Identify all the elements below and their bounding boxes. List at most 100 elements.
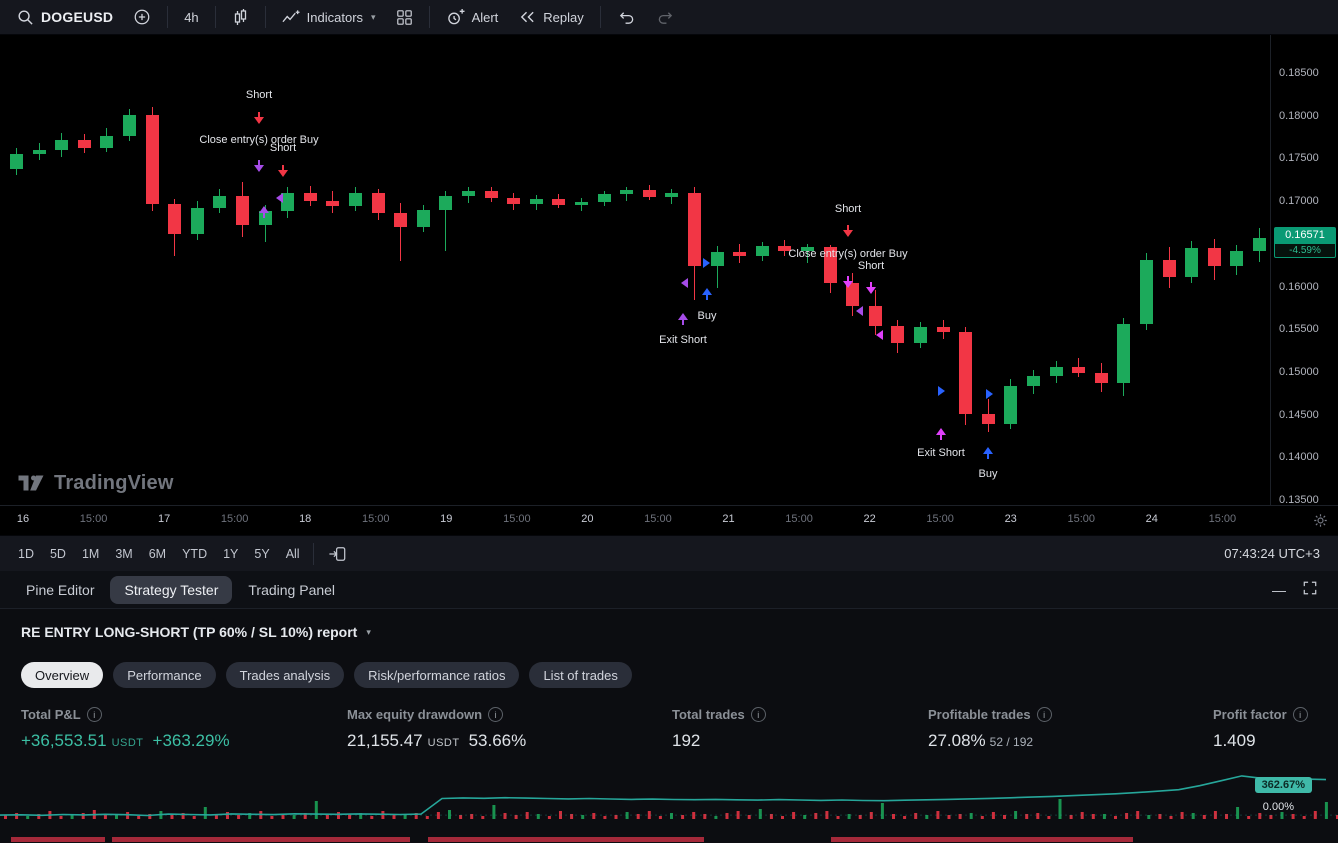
divider bbox=[167, 6, 168, 28]
trade-arrow-up-icon bbox=[678, 312, 688, 325]
range-button-5d[interactable]: 5D bbox=[42, 542, 74, 566]
time-axis-label: 24 bbox=[1146, 513, 1158, 525]
undo-icon bbox=[617, 9, 636, 26]
indicators-button[interactable]: Indicators ▾ bbox=[273, 4, 385, 30]
time-axis-label: 15:00 bbox=[1067, 513, 1095, 525]
trade-arrow-up-icon bbox=[259, 205, 269, 218]
undo-button[interactable] bbox=[608, 4, 645, 31]
time-axis-label: 16 bbox=[17, 513, 29, 525]
symbol-search-button[interactable]: DOGEUSD bbox=[8, 4, 122, 31]
trade-arrow-down-icon bbox=[866, 282, 876, 295]
metric-max-equity-drawdown: Max equity drawdowni21,155.47USDT53.66% bbox=[347, 707, 672, 765]
candle bbox=[959, 332, 972, 414]
candle bbox=[236, 196, 249, 225]
layout-grid-button[interactable] bbox=[387, 4, 422, 31]
symbol-name: DOGEUSD bbox=[41, 9, 113, 25]
candle bbox=[869, 306, 882, 326]
replay-icon bbox=[518, 9, 536, 25]
replay-button[interactable]: Replay bbox=[509, 4, 592, 30]
info-icon[interactable]: i bbox=[1037, 707, 1052, 722]
time-axis-label: 15:00 bbox=[785, 513, 813, 525]
info-icon[interactable]: i bbox=[751, 707, 766, 722]
metric-unit: USDT bbox=[112, 737, 144, 749]
candlestick-plot[interactable]: ShortClose entry(s) order BuyShortBuyExi… bbox=[0, 35, 1270, 505]
maximize-panel-button[interactable] bbox=[1294, 576, 1326, 603]
candle bbox=[552, 199, 565, 204]
candle bbox=[756, 246, 769, 256]
report-title: RE ENTRY LONG-SHORT (TP 60% / SL 10%) re… bbox=[21, 624, 357, 640]
range-button-1m[interactable]: 1M bbox=[74, 542, 107, 566]
subtab-trades-analysis[interactable]: Trades analysis bbox=[226, 662, 345, 688]
metric-unit: USDT bbox=[428, 737, 460, 749]
price-axis-label: 0.18000 bbox=[1279, 110, 1319, 122]
range-button-6m[interactable]: 6M bbox=[141, 542, 174, 566]
tab-pine-editor[interactable]: Pine Editor bbox=[12, 576, 108, 604]
candle bbox=[914, 327, 927, 342]
tab-trading-panel[interactable]: Trading Panel bbox=[234, 576, 349, 604]
candle bbox=[485, 191, 498, 198]
tab-strategy-tester[interactable]: Strategy Tester bbox=[110, 576, 232, 604]
candle bbox=[1072, 367, 1085, 373]
time-axis-label: 15:00 bbox=[362, 513, 390, 525]
metric-label: Total P&L bbox=[21, 707, 81, 722]
range-button-1d[interactable]: 1D bbox=[10, 542, 42, 566]
alert-clock-icon bbox=[446, 8, 465, 26]
add-symbol-button[interactable] bbox=[124, 3, 160, 31]
range-button-1y[interactable]: 1Y bbox=[215, 542, 246, 566]
range-button-3m[interactable]: 3M bbox=[107, 542, 140, 566]
time-axis-label: 21 bbox=[722, 513, 734, 525]
clock[interactable]: 07:43:24 UTC+3 bbox=[1224, 546, 1320, 561]
candles-icon bbox=[232, 8, 249, 26]
redo-button[interactable] bbox=[647, 4, 684, 31]
panel-tab-bar: Pine EditorStrategy TesterTrading Panel … bbox=[0, 571, 1338, 609]
time-axis-label: 17 bbox=[158, 513, 170, 525]
metric-secondary: +363.29% bbox=[153, 731, 230, 750]
time-axis[interactable]: 1615:001715:001815:001915:002015:002115:… bbox=[0, 505, 1338, 535]
metric-label: Profit factor bbox=[1213, 707, 1287, 722]
info-icon[interactable]: i bbox=[87, 707, 102, 722]
info-icon[interactable]: i bbox=[488, 707, 503, 722]
candle bbox=[439, 196, 452, 210]
indicators-label: Indicators bbox=[307, 10, 363, 25]
axis-settings-icon[interactable] bbox=[1313, 513, 1328, 528]
candle bbox=[10, 154, 23, 169]
goto-date-button[interactable] bbox=[319, 540, 356, 568]
candle bbox=[168, 204, 181, 234]
subtab-overview[interactable]: Overview bbox=[21, 662, 103, 688]
subtab-risk-performance-ratios[interactable]: Risk/performance ratios bbox=[354, 662, 519, 688]
candle bbox=[191, 208, 204, 234]
chart-area[interactable]: ShortClose entry(s) order BuyShortBuyExi… bbox=[0, 35, 1338, 535]
time-axis-label: 20 bbox=[581, 513, 593, 525]
report-header[interactable]: RE ENTRY LONG-SHORT (TP 60% / SL 10%) re… bbox=[0, 609, 1338, 655]
trade-arrow-down-icon bbox=[843, 276, 853, 289]
subtab-list-of-trades[interactable]: List of trades bbox=[529, 662, 631, 688]
candle bbox=[620, 190, 633, 194]
candle bbox=[55, 140, 68, 150]
candle bbox=[123, 115, 136, 136]
candle bbox=[575, 202, 588, 205]
chevron-down-icon: ▾ bbox=[366, 627, 371, 638]
replay-label: Replay bbox=[543, 10, 583, 25]
candle-style-button[interactable] bbox=[223, 3, 258, 31]
time-axis-label: 18 bbox=[299, 513, 311, 525]
drawdown-bar bbox=[428, 837, 704, 842]
interval-button[interactable]: 4h bbox=[175, 5, 207, 30]
equity-curve-chart[interactable]: 362.67% 0.00% bbox=[0, 765, 1338, 843]
candle bbox=[372, 193, 385, 213]
range-button-ytd[interactable]: YTD bbox=[174, 542, 215, 566]
trade-marker-label: Close entry(s) order Buy bbox=[788, 248, 907, 260]
candle bbox=[711, 252, 724, 266]
metric-profit-factor: Profit factori1.409 bbox=[1213, 707, 1338, 765]
candle bbox=[1163, 260, 1176, 277]
price-axis[interactable]: 0.185000.180000.175000.170000.165000.160… bbox=[1270, 35, 1338, 505]
info-icon[interactable]: i bbox=[1293, 707, 1308, 722]
candle bbox=[891, 326, 904, 343]
metric-label: Profitable trades bbox=[928, 707, 1031, 722]
drawdown-bar bbox=[11, 837, 105, 842]
minimize-panel-button[interactable]: — bbox=[1264, 578, 1294, 602]
range-button-all[interactable]: All bbox=[278, 542, 308, 566]
alert-button[interactable]: Alert bbox=[437, 3, 508, 31]
range-button-5y[interactable]: 5Y bbox=[246, 542, 277, 566]
subtab-performance[interactable]: Performance bbox=[113, 662, 215, 688]
candle bbox=[1185, 248, 1198, 277]
